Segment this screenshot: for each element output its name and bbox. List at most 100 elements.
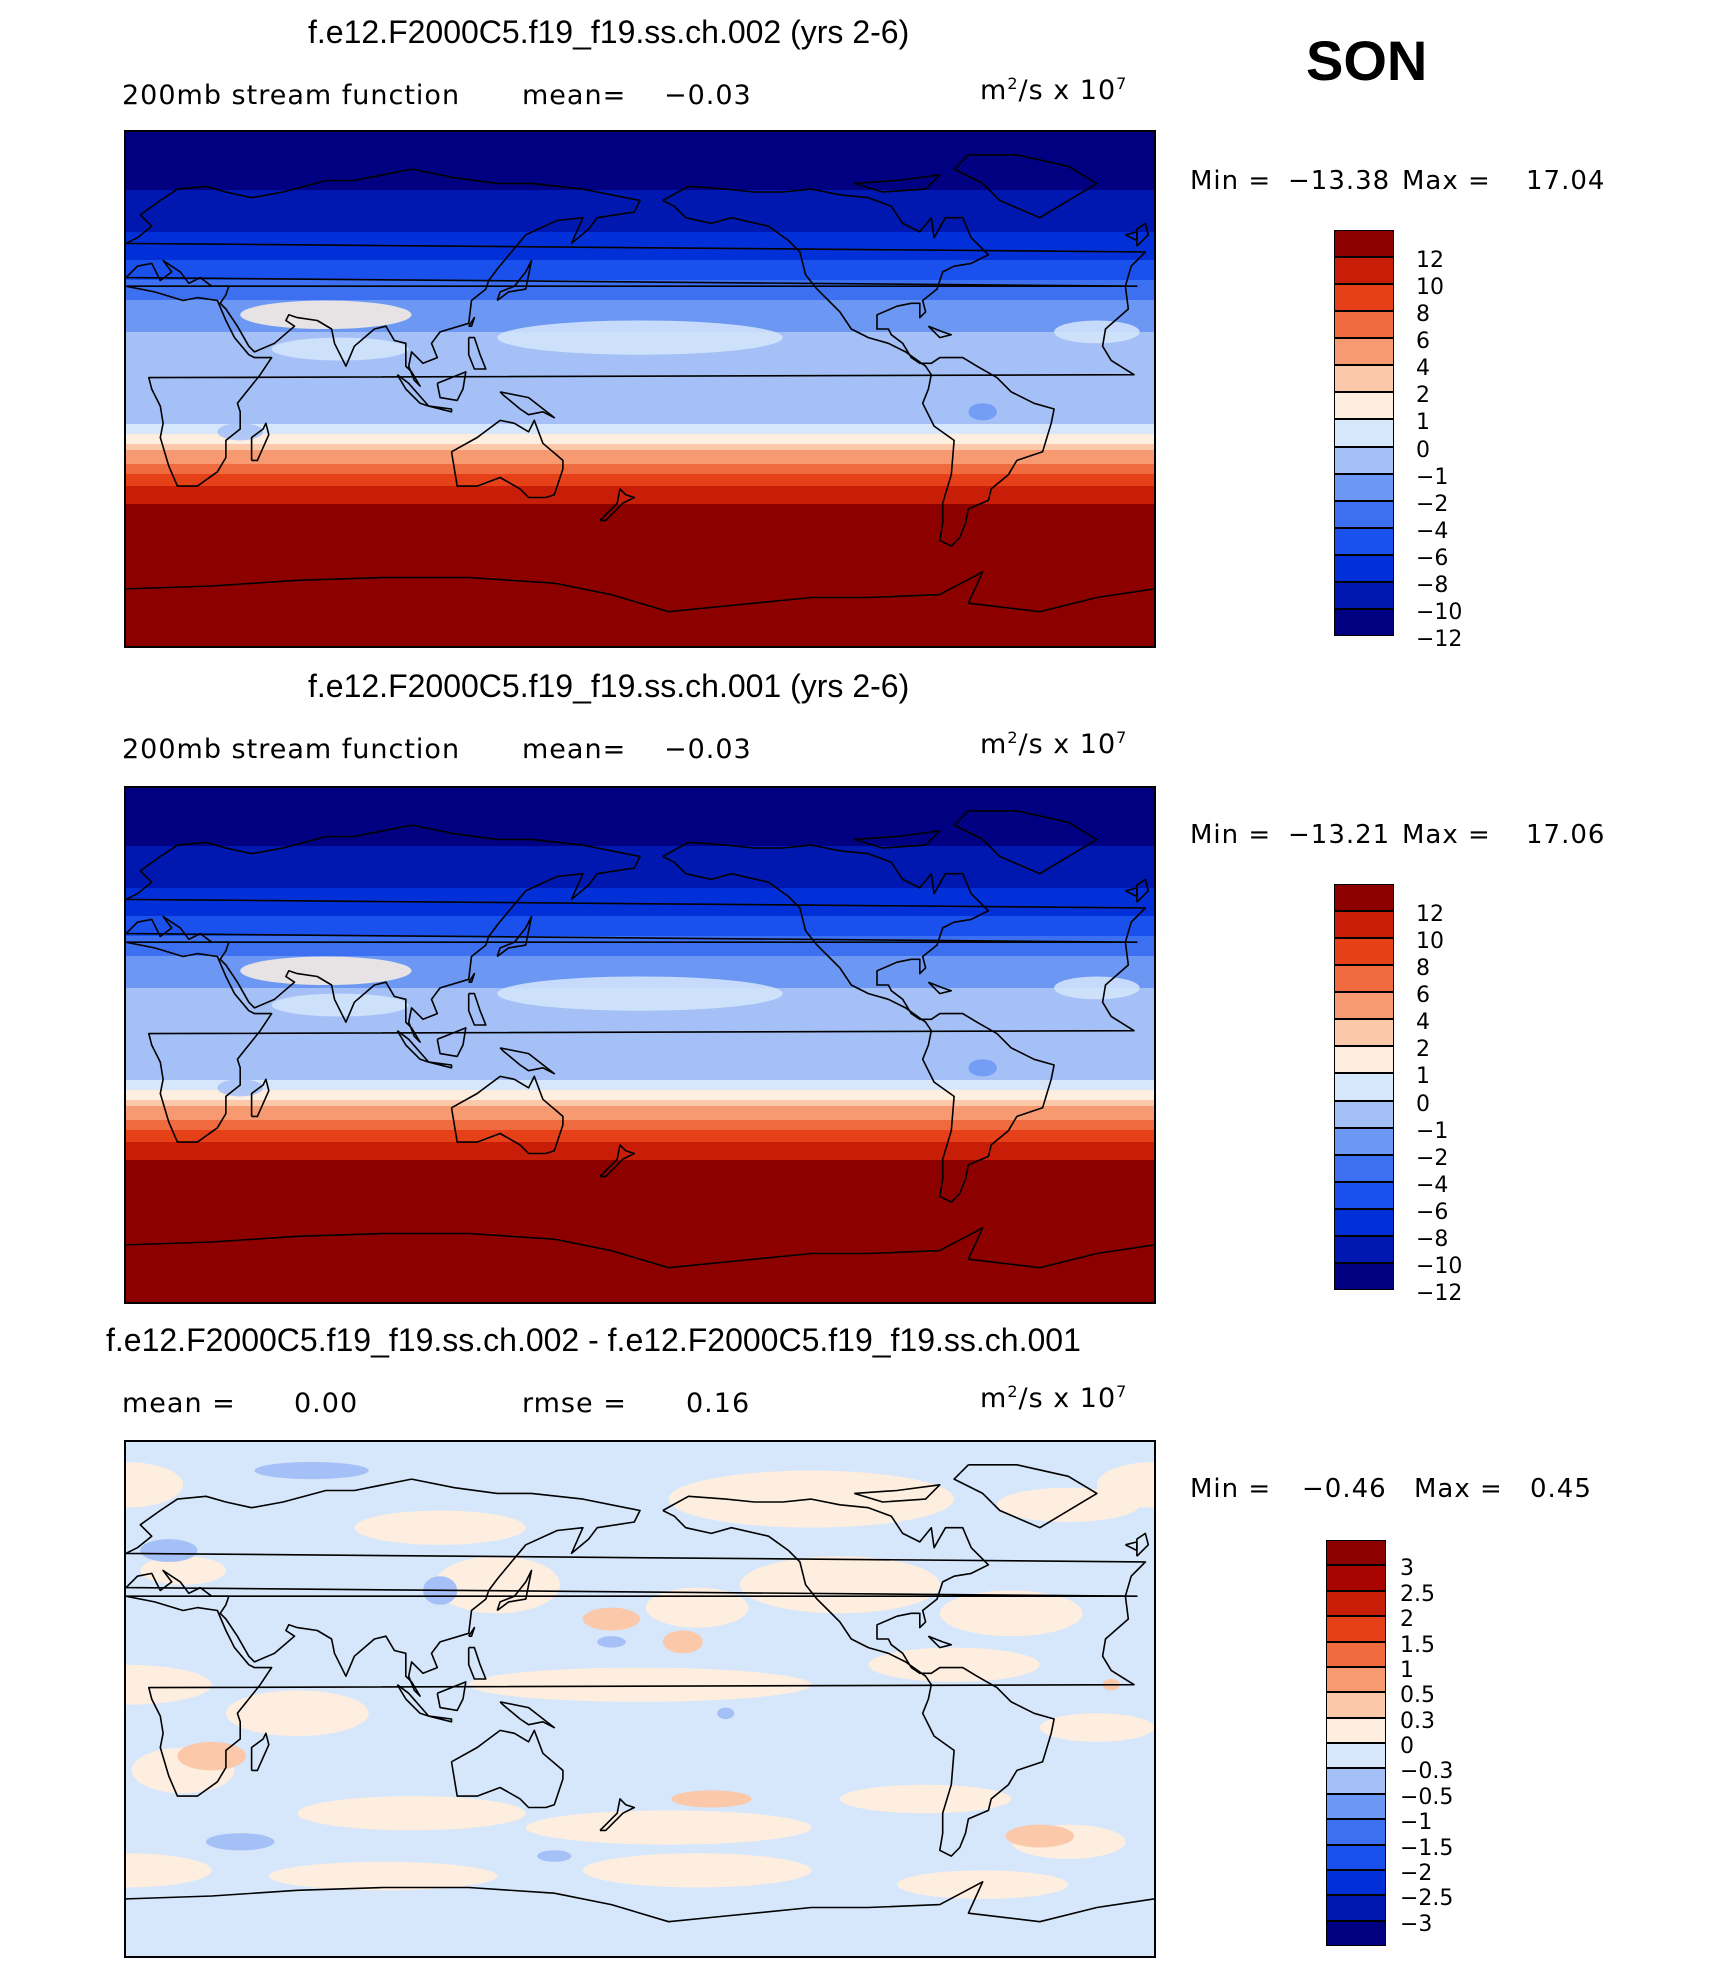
coastline bbox=[396, 374, 430, 407]
contour-band bbox=[126, 218, 1154, 221]
contour-band bbox=[126, 1124, 1154, 1127]
contour-band bbox=[126, 640, 1154, 643]
contour-band bbox=[126, 800, 1154, 803]
contour-band bbox=[126, 404, 1154, 407]
contour-band bbox=[126, 140, 1154, 143]
contour-band bbox=[126, 146, 1154, 149]
contour-band bbox=[126, 1054, 1154, 1057]
coastline bbox=[496, 259, 533, 302]
contour-blob bbox=[126, 1853, 212, 1888]
contour-blob bbox=[271, 337, 409, 361]
contour-band bbox=[126, 480, 1154, 483]
contour-band bbox=[126, 542, 1154, 545]
colorbar-tick-label: 6 bbox=[1416, 983, 1430, 1009]
contour-band bbox=[126, 188, 1154, 191]
coastline bbox=[126, 571, 1154, 613]
coastline bbox=[953, 810, 1098, 875]
contour-band bbox=[126, 1230, 1154, 1233]
coastline bbox=[450, 1729, 564, 1809]
contour-band bbox=[126, 1096, 1154, 1099]
contour-band bbox=[126, 610, 1154, 613]
colorbar-box bbox=[1334, 1208, 1394, 1236]
contour-band bbox=[126, 392, 1154, 395]
contour-band bbox=[126, 186, 1154, 189]
contour-band bbox=[126, 234, 1154, 237]
contour-band bbox=[126, 390, 1154, 393]
colorbar-box bbox=[1334, 965, 1394, 993]
contour-band bbox=[126, 1064, 1154, 1067]
contour-band bbox=[126, 1208, 1154, 1211]
contour-band bbox=[126, 1180, 1154, 1183]
contour-band bbox=[126, 866, 1154, 869]
contour-blob bbox=[434, 1556, 561, 1614]
contour-band bbox=[126, 1012, 1154, 1015]
contour-band bbox=[126, 832, 1154, 835]
coastlines bbox=[126, 154, 1154, 613]
contour-band bbox=[126, 518, 1154, 521]
colorbar-box bbox=[1334, 365, 1394, 393]
contour-band bbox=[126, 304, 1154, 307]
colorbar-tick-label: 2.5 bbox=[1400, 1581, 1435, 1607]
colorbar-box bbox=[1326, 1540, 1386, 1566]
contour-blob bbox=[537, 1850, 572, 1862]
colorbar-box bbox=[1326, 1869, 1386, 1896]
contour-band bbox=[126, 974, 1154, 977]
colorbar-box bbox=[1326, 1895, 1386, 1921]
coastlines bbox=[126, 1464, 1154, 1923]
contour-band bbox=[126, 1222, 1154, 1225]
contour-band bbox=[126, 528, 1154, 531]
panel-2-min-value: −13.21 bbox=[1288, 820, 1391, 850]
contour-band bbox=[126, 166, 1154, 169]
panel-3-max-value: 0.45 bbox=[1530, 1474, 1592, 1504]
contour-band bbox=[126, 858, 1154, 861]
colorbar-tick-label: 2 bbox=[1416, 383, 1430, 409]
contour-band bbox=[126, 394, 1154, 397]
contour-band bbox=[126, 500, 1154, 503]
panel-2-title: f.e12.F2000C5.f19_f19.ss.ch.001 (yrs 2-6… bbox=[308, 668, 910, 704]
contour-band bbox=[126, 382, 1154, 385]
panel-2-variable-label: 200mb stream function bbox=[122, 734, 461, 765]
colorbar-box bbox=[1334, 1046, 1394, 1074]
contour-band bbox=[126, 198, 1154, 201]
contour-band bbox=[126, 556, 1154, 559]
contour-blob bbox=[140, 1556, 226, 1585]
contour-blob bbox=[217, 423, 264, 441]
contour-band bbox=[126, 1166, 1154, 1169]
contour-band bbox=[126, 968, 1154, 971]
contour-band bbox=[126, 1190, 1154, 1193]
colorbar-tick-label: 4 bbox=[1416, 356, 1430, 382]
contour-band bbox=[126, 232, 1154, 235]
contour-band bbox=[126, 1088, 1154, 1091]
colorbar-box bbox=[1334, 284, 1394, 312]
contour-band bbox=[126, 278, 1154, 281]
coastline bbox=[436, 1027, 467, 1058]
contour-band bbox=[126, 1194, 1154, 1197]
contour-band bbox=[126, 1278, 1154, 1281]
coastline bbox=[250, 1732, 270, 1772]
colorbar-tick-label: −1 bbox=[1416, 1118, 1449, 1144]
colorbar-tick-label: −3 bbox=[1400, 1911, 1433, 1937]
colorbar-box bbox=[1326, 1768, 1386, 1794]
units-exp: 2 bbox=[1007, 728, 1019, 747]
contour-band bbox=[126, 206, 1154, 209]
contour-blob bbox=[671, 1790, 752, 1808]
contour-band bbox=[126, 170, 1154, 173]
contour-band bbox=[126, 1034, 1154, 1037]
coastline bbox=[468, 972, 476, 983]
coastline bbox=[126, 1881, 1154, 1923]
contour-band bbox=[126, 1272, 1154, 1275]
contour-band bbox=[126, 868, 1154, 871]
contour-band bbox=[126, 220, 1154, 223]
units-exp: 7 bbox=[1116, 728, 1128, 747]
contour-band bbox=[126, 1144, 1154, 1147]
contour-band bbox=[126, 400, 1154, 403]
contour-band bbox=[126, 1020, 1154, 1023]
contour-band bbox=[126, 818, 1154, 821]
contour-band bbox=[126, 240, 1154, 243]
contour-band bbox=[126, 1118, 1154, 1121]
contour-band bbox=[126, 874, 1154, 877]
contour-blob bbox=[725, 346, 955, 387]
colorbar-tick-label: −10 bbox=[1416, 599, 1463, 625]
panel-3-min-label: Min = bbox=[1190, 1474, 1272, 1504]
